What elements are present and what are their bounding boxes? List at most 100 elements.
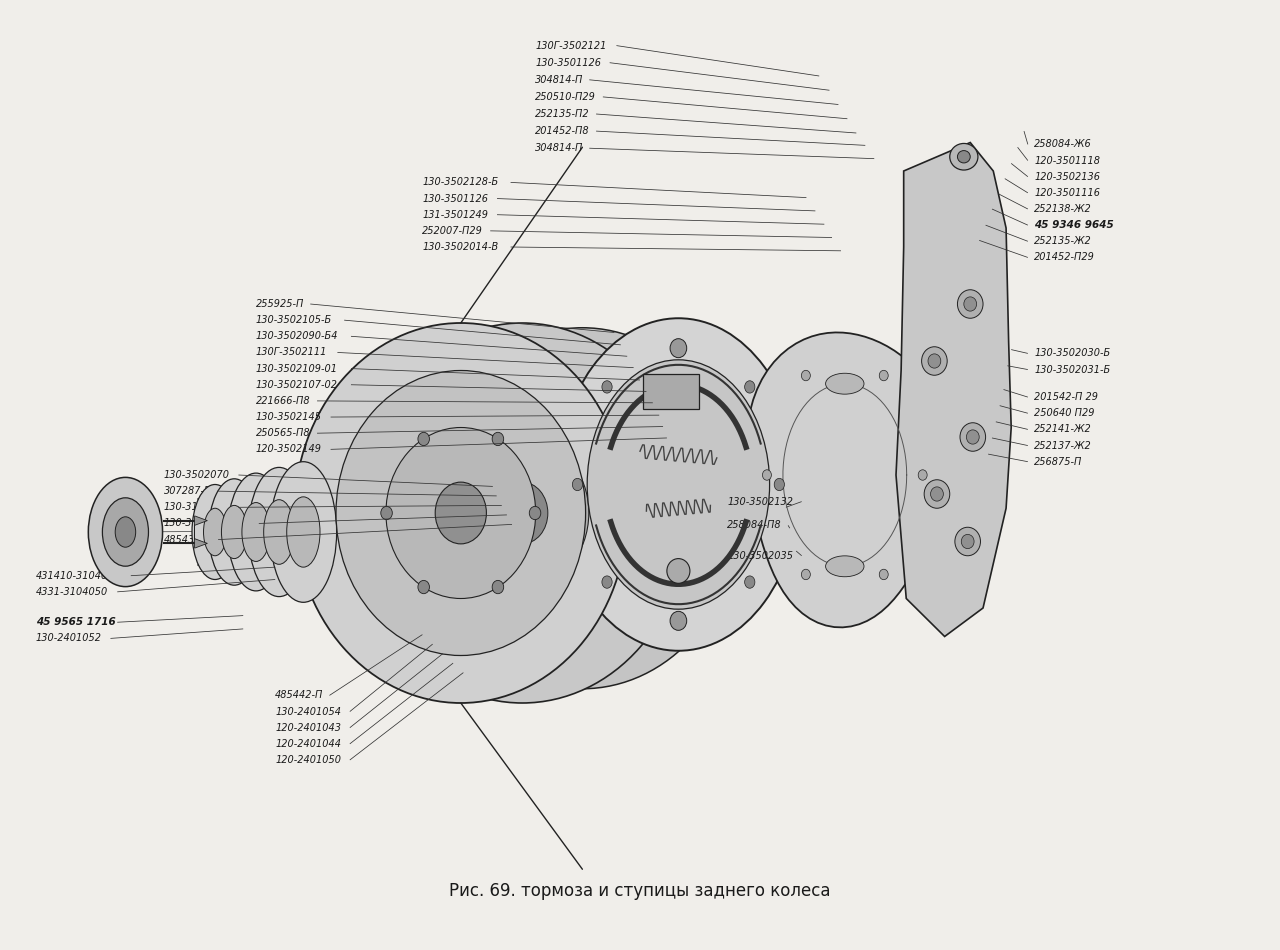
Text: 255925-П: 255925-П bbox=[256, 299, 305, 309]
Ellipse shape bbox=[950, 143, 978, 170]
Ellipse shape bbox=[673, 340, 684, 352]
Ellipse shape bbox=[115, 517, 136, 547]
Ellipse shape bbox=[387, 428, 535, 598]
Ellipse shape bbox=[287, 497, 320, 567]
Ellipse shape bbox=[242, 503, 270, 561]
Text: 130Г-3502111: 130Г-3502111 bbox=[256, 348, 328, 357]
Text: 252135-П2: 252135-П2 bbox=[535, 109, 590, 119]
Ellipse shape bbox=[209, 479, 260, 585]
Text: 120-3502149: 120-3502149 bbox=[256, 445, 323, 454]
Ellipse shape bbox=[456, 437, 589, 589]
Ellipse shape bbox=[928, 353, 941, 368]
Text: 252138-Ж2: 252138-Ж2 bbox=[1034, 204, 1092, 214]
Ellipse shape bbox=[671, 612, 687, 631]
Text: АМ: АМ bbox=[365, 368, 710, 544]
Ellipse shape bbox=[356, 323, 689, 703]
Text: 130Г-3502121: 130Г-3502121 bbox=[535, 41, 607, 50]
Ellipse shape bbox=[774, 479, 785, 490]
Text: 130-3502105-Б: 130-3502105-Б bbox=[256, 315, 333, 325]
Ellipse shape bbox=[957, 290, 983, 318]
Text: 431410-3104015: 431410-3104015 bbox=[36, 571, 120, 580]
Ellipse shape bbox=[221, 505, 247, 559]
Text: 45 9346 9645: 45 9346 9645 bbox=[1034, 220, 1114, 230]
Ellipse shape bbox=[924, 480, 950, 508]
Ellipse shape bbox=[192, 484, 238, 580]
Text: 130-2401054: 130-2401054 bbox=[275, 707, 342, 716]
Ellipse shape bbox=[425, 328, 740, 689]
Ellipse shape bbox=[264, 500, 294, 564]
Text: 130-3502132: 130-3502132 bbox=[727, 497, 794, 506]
Ellipse shape bbox=[588, 360, 769, 609]
Text: 304814-П: 304814-П bbox=[535, 75, 584, 85]
Polygon shape bbox=[746, 332, 948, 627]
Text: 221666-П8: 221666-П8 bbox=[256, 396, 311, 406]
Text: 130-3502070: 130-3502070 bbox=[164, 470, 230, 480]
Ellipse shape bbox=[602, 576, 612, 588]
Text: 131-3501249: 131-3501249 bbox=[422, 210, 489, 219]
Ellipse shape bbox=[381, 506, 392, 520]
Ellipse shape bbox=[602, 381, 612, 393]
Text: 130-3502035: 130-3502035 bbox=[727, 551, 794, 560]
Ellipse shape bbox=[673, 617, 684, 629]
Text: 258084-П8: 258084-П8 bbox=[727, 521, 782, 530]
Ellipse shape bbox=[957, 150, 970, 162]
Text: 250640 П29: 250640 П29 bbox=[1034, 408, 1094, 418]
Ellipse shape bbox=[492, 580, 503, 594]
Ellipse shape bbox=[88, 477, 163, 586]
Ellipse shape bbox=[270, 462, 337, 602]
Polygon shape bbox=[896, 142, 1011, 636]
Text: 130-3502109-01: 130-3502109-01 bbox=[256, 364, 338, 373]
Ellipse shape bbox=[228, 473, 284, 591]
Text: 130-3502031-Б: 130-3502031-Б bbox=[1034, 365, 1111, 374]
Ellipse shape bbox=[667, 559, 690, 583]
Ellipse shape bbox=[801, 569, 810, 580]
Ellipse shape bbox=[966, 429, 979, 445]
Text: 258084-Ж6: 258084-Ж6 bbox=[1034, 140, 1092, 149]
Ellipse shape bbox=[417, 580, 430, 594]
Text: 252135-Ж2: 252135-Ж2 bbox=[1034, 237, 1092, 246]
Text: 130-3502090-Б4: 130-3502090-Б4 bbox=[256, 332, 338, 341]
Ellipse shape bbox=[417, 432, 430, 446]
Text: 130-3502107-02: 130-3502107-02 bbox=[256, 380, 338, 389]
Text: 130-3502014-В: 130-3502014-В bbox=[422, 242, 499, 252]
Text: 130-3502030-Б: 130-3502030-Б bbox=[1034, 349, 1111, 358]
Ellipse shape bbox=[960, 423, 986, 451]
Text: 201542-П 29: 201542-П 29 bbox=[1034, 392, 1098, 402]
Ellipse shape bbox=[248, 467, 310, 597]
Text: 250565-П8: 250565-П8 bbox=[256, 428, 311, 438]
Text: 120-3501116: 120-3501116 bbox=[1034, 188, 1101, 198]
Ellipse shape bbox=[530, 506, 540, 520]
Text: 130-3104075: 130-3104075 bbox=[164, 503, 230, 512]
Text: 201452-П29: 201452-П29 bbox=[1034, 253, 1096, 262]
Ellipse shape bbox=[572, 479, 582, 490]
Ellipse shape bbox=[826, 373, 864, 394]
Text: 130-3501126: 130-3501126 bbox=[535, 58, 602, 67]
Text: 304814-П: 304814-П bbox=[535, 143, 584, 153]
Text: 120-3501118: 120-3501118 bbox=[1034, 156, 1101, 165]
Ellipse shape bbox=[955, 527, 980, 556]
Bar bbox=[643, 374, 699, 408]
Ellipse shape bbox=[102, 498, 148, 566]
Text: 307287-П: 307287-П bbox=[164, 486, 212, 496]
Ellipse shape bbox=[763, 469, 772, 481]
Ellipse shape bbox=[964, 296, 977, 312]
Text: 45 9565 1716: 45 9565 1716 bbox=[36, 618, 115, 627]
Ellipse shape bbox=[879, 569, 888, 580]
Text: Рис. 69. тормоза и ступицы заднего колеса: Рис. 69. тормоза и ступицы заднего колес… bbox=[449, 883, 831, 900]
Text: 120-2401044: 120-2401044 bbox=[275, 739, 342, 749]
Text: 485434-П: 485434-П bbox=[164, 535, 212, 544]
Text: 4331-3104050: 4331-3104050 bbox=[36, 587, 108, 597]
Text: 250510-П29: 250510-П29 bbox=[535, 92, 596, 102]
Ellipse shape bbox=[931, 486, 943, 502]
Ellipse shape bbox=[204, 508, 227, 556]
Text: 256875-П: 256875-П bbox=[1034, 457, 1083, 466]
Ellipse shape bbox=[525, 442, 641, 575]
Ellipse shape bbox=[801, 370, 810, 381]
Ellipse shape bbox=[435, 483, 486, 543]
Ellipse shape bbox=[826, 556, 864, 577]
Ellipse shape bbox=[918, 469, 927, 481]
Text: 130-3502145: 130-3502145 bbox=[256, 412, 323, 422]
Text: 130-3501126: 130-3501126 bbox=[422, 194, 489, 203]
Text: 201452-П8: 201452-П8 bbox=[535, 126, 590, 136]
Ellipse shape bbox=[745, 381, 755, 393]
